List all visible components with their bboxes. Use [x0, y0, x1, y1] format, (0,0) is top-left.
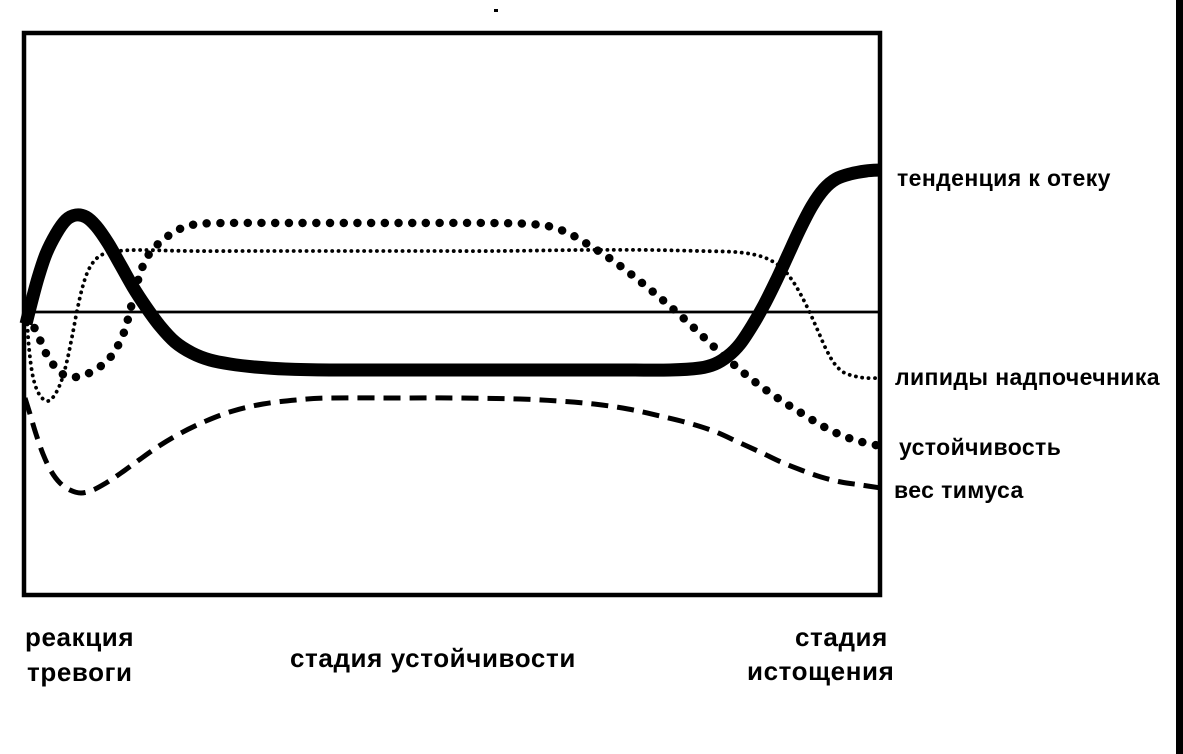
- stage-resistance-label: стадия устойчивости: [290, 643, 576, 673]
- scan-speck: [494, 9, 498, 12]
- stage-exhaustion-label-line1: стадия: [795, 622, 888, 652]
- resistance-curve: [23, 218, 885, 451]
- adrenal-lipids-curve-label: липиды надпочечника: [895, 364, 1160, 390]
- edema-curve: [19, 163, 882, 377]
- stage-exhaustion-label-line2: истощения: [747, 656, 895, 686]
- adrenal-lipids-curve: [25, 247, 883, 403]
- thymus-weight-curve: [22, 395, 882, 496]
- edema-curve-label: тенденция к отеку: [897, 165, 1111, 191]
- scan-edge-strip: [1176, 0, 1183, 754]
- stage-alarm-label-line1: реакция: [25, 622, 135, 652]
- resistance-curve-label: устойчивость: [899, 434, 1062, 460]
- curves: [19, 163, 885, 496]
- stage-alarm-label-line2: тревоги: [27, 657, 133, 687]
- thymus-weight-curve-label: вес тимуса: [894, 477, 1024, 503]
